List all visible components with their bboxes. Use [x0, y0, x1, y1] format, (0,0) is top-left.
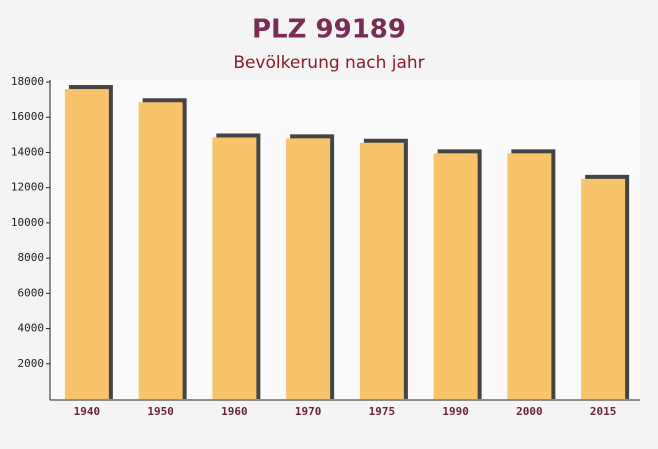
x-tick-label: 1960 — [221, 405, 248, 418]
bar — [212, 137, 257, 399]
bar — [138, 102, 183, 399]
y-tick-label: 10000 — [11, 216, 44, 229]
x-tick-label: 1940 — [74, 405, 101, 418]
bar — [507, 153, 552, 399]
bar — [433, 153, 478, 399]
chart-title: PLZ 99189 — [252, 15, 406, 45]
x-tick-label: 2015 — [590, 405, 617, 418]
x-tick-label: 1990 — [442, 405, 469, 418]
y-tick-label: 16000 — [11, 110, 44, 123]
y-tick-label: 6000 — [18, 286, 45, 299]
y-tick-label: 8000 — [18, 251, 45, 264]
x-tick-label: 1950 — [147, 405, 174, 418]
bar — [64, 89, 109, 400]
chart-subtitle: Bevölkerung nach jahr — [233, 53, 424, 73]
bar — [581, 178, 626, 399]
x-tick-label: 1975 — [369, 405, 396, 418]
bar — [286, 138, 331, 399]
y-tick-label: 12000 — [11, 181, 44, 194]
bar — [359, 142, 404, 399]
y-tick-label: 2000 — [18, 357, 45, 370]
y-tick-label: 14000 — [11, 145, 44, 158]
y-tick-label: 18000 — [11, 75, 44, 88]
x-tick-label: 2000 — [516, 405, 543, 418]
y-tick-label: 4000 — [18, 322, 45, 335]
x-tick-label: 1970 — [295, 405, 322, 418]
